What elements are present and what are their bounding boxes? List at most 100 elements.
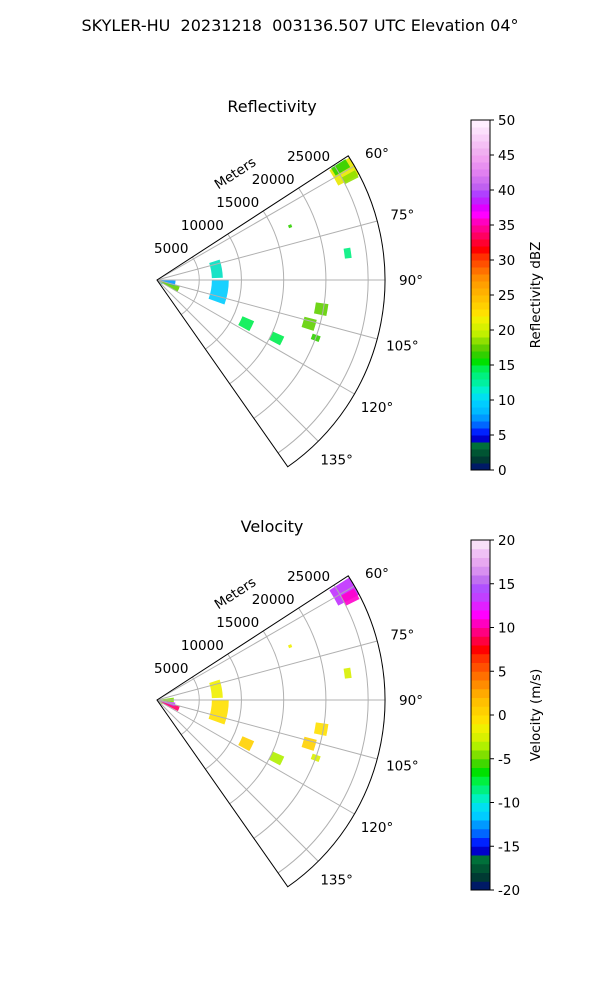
theta-tick-label: 60° bbox=[365, 566, 389, 582]
colorbar-tick-label: 5 bbox=[498, 664, 507, 680]
theta-tick-label: 120° bbox=[361, 400, 394, 416]
echo-region bbox=[238, 736, 255, 752]
colorbar-tick-label: 20 bbox=[498, 323, 515, 339]
colorbar-segment bbox=[471, 688, 490, 698]
colorbar-segment bbox=[471, 540, 490, 550]
colorbar-segment bbox=[471, 183, 490, 191]
r-tick-label: 5000 bbox=[154, 661, 188, 677]
azimuth-gridline bbox=[156, 640, 378, 701]
colorbar-tick-label: 10 bbox=[498, 393, 515, 409]
colorbar-tick-label: -15 bbox=[498, 839, 520, 855]
r-tick-label: 25000 bbox=[287, 569, 330, 585]
colorbar-segment bbox=[471, 802, 490, 812]
r-tick-label: 15000 bbox=[216, 615, 259, 631]
colorbar-tick-label: -10 bbox=[498, 796, 520, 812]
colorbar-segment bbox=[471, 671, 490, 681]
theta-tick-label: 75° bbox=[390, 627, 414, 643]
echo-region bbox=[341, 170, 359, 185]
colorbar-segment bbox=[471, 351, 490, 359]
colorbar-segment bbox=[471, 302, 490, 310]
colorbar-segment bbox=[471, 601, 490, 611]
colorbar-segment bbox=[471, 837, 490, 847]
r-tick-label: 15000 bbox=[216, 195, 259, 211]
theta-tick-label: 105° bbox=[386, 759, 419, 775]
colorbar-segment bbox=[471, 715, 490, 725]
colorbar-tick-label: 10 bbox=[498, 621, 515, 637]
echo-region bbox=[313, 722, 329, 736]
colorbar-segment bbox=[471, 148, 490, 156]
azimuth-gridline bbox=[156, 279, 319, 442]
theta-tick-label: 135° bbox=[320, 453, 353, 469]
panel-velocity: 60° 75° 90° 105° 120° 135° 5000 10000 15000 20000… bbox=[154, 517, 544, 899]
colorbar-segment bbox=[471, 316, 490, 324]
colorbar-segment bbox=[471, 750, 490, 760]
colorbar-segment bbox=[471, 267, 490, 275]
colorbar-segment bbox=[471, 204, 490, 212]
colorbar-segment bbox=[471, 176, 490, 184]
azimuth-gridline bbox=[156, 699, 319, 862]
colorbar-segment bbox=[471, 785, 490, 795]
colorbar-tick-label: 5 bbox=[498, 428, 507, 444]
colorbar-segment bbox=[471, 428, 490, 436]
colorbar-segment bbox=[471, 197, 490, 205]
colorbar: 0 5 10 15 20 25 30 35 40 45 50 Reflectivity dBZ bbox=[470, 113, 544, 479]
range-ring bbox=[253, 607, 327, 839]
colorbar-tick-label: -5 bbox=[498, 752, 511, 768]
colorbar-segment bbox=[471, 295, 490, 303]
colorbar-segment bbox=[471, 218, 490, 226]
colorbar-segment bbox=[471, 260, 490, 268]
colorbar-tick-label: 35 bbox=[498, 218, 515, 234]
colorbar-segment bbox=[471, 386, 490, 394]
colorbar-segment bbox=[471, 323, 490, 331]
echo-region bbox=[208, 280, 229, 305]
colorbar-tick-label: 30 bbox=[498, 253, 515, 269]
sector-outline bbox=[156, 575, 386, 888]
figure-title: SKYLER-HU 20231218 003136.507 UTC Elevat… bbox=[81, 16, 519, 35]
colorbar-segment bbox=[471, 120, 490, 128]
theta-tick-label: 105° bbox=[386, 339, 419, 355]
colorbar-segment bbox=[471, 232, 490, 240]
colorbar-segment bbox=[471, 566, 490, 576]
echo-region bbox=[209, 679, 223, 699]
colorbar-segment bbox=[471, 162, 490, 170]
colorbar-segment bbox=[471, 881, 490, 891]
range-ring bbox=[253, 187, 327, 419]
colorbar-segment bbox=[471, 645, 490, 655]
colorbar-segment bbox=[471, 872, 490, 882]
colorbar-segment bbox=[471, 127, 490, 135]
colorbar-segment bbox=[471, 274, 490, 282]
colorbar-segment bbox=[471, 288, 490, 296]
colorbar-segment bbox=[471, 246, 490, 254]
colorbar-segment bbox=[471, 758, 490, 768]
colorbar-tick-label: 45 bbox=[498, 148, 515, 164]
r-tick-label: 10000 bbox=[181, 218, 224, 234]
colorbar-segment bbox=[471, 134, 490, 142]
echo-region bbox=[208, 700, 229, 725]
echo-region bbox=[331, 159, 351, 176]
colorbar-segment bbox=[471, 407, 490, 415]
theta-tick-label: 60° bbox=[365, 146, 389, 162]
colorbar-segment bbox=[471, 190, 490, 198]
colorbar-segment bbox=[471, 211, 490, 219]
colorbar-segment bbox=[471, 281, 490, 289]
colorbar-tick-label: 0 bbox=[498, 463, 507, 479]
colorbar-tick-label: -20 bbox=[498, 883, 520, 899]
theta-tick-label: 90° bbox=[399, 693, 423, 709]
echo-region bbox=[301, 316, 317, 331]
colorbar-segment bbox=[471, 365, 490, 373]
colorbar-segment bbox=[471, 828, 490, 838]
range-ring bbox=[229, 210, 285, 385]
colorbar-segment bbox=[471, 169, 490, 177]
echo-region bbox=[287, 644, 293, 649]
chart-title: Reflectivity bbox=[227, 97, 316, 116]
r-tick-label: 25000 bbox=[287, 149, 330, 165]
range-ring bbox=[180, 676, 200, 735]
colorbar-segment bbox=[471, 723, 490, 733]
echo-region bbox=[343, 247, 352, 259]
echo-region bbox=[209, 259, 223, 279]
range-ring bbox=[229, 630, 285, 805]
theta-tick-label: 135° bbox=[320, 873, 353, 889]
colorbar-segment bbox=[471, 811, 490, 821]
colorbar-segment bbox=[471, 337, 490, 345]
colorbar-segment bbox=[471, 435, 490, 443]
